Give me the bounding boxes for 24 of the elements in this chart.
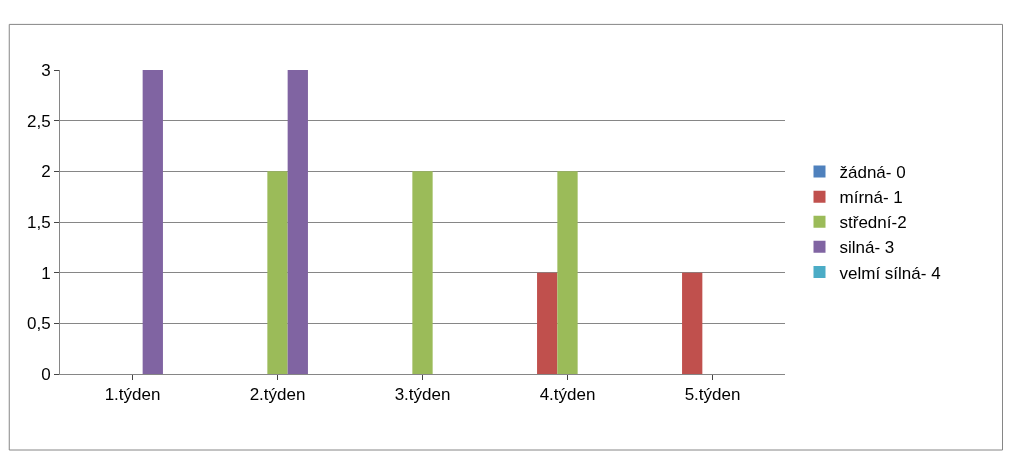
y-tick-label: 2,5 [26, 111, 51, 131]
y-tick-label: 0,5 [26, 314, 51, 334]
x-tick-label: 5.týden [684, 385, 741, 405]
legend-label: mírná- 1 [839, 188, 903, 208]
y-tick-label: 1,5 [26, 212, 51, 232]
bar [412, 171, 433, 374]
bar [287, 70, 308, 374]
legend-label: žádná- 0 [839, 163, 906, 183]
bar [557, 171, 578, 374]
x-tick-label: 3.týden [394, 385, 451, 405]
y-tick-label: 1 [41, 263, 51, 283]
bar [142, 70, 163, 374]
legend-label: velmí sílná- 4 [839, 263, 941, 283]
bar [682, 272, 703, 374]
y-tick-label: 0 [41, 364, 51, 384]
bar [537, 272, 558, 374]
legend-label: střední-2 [839, 213, 907, 233]
x-tick-label: 4.týden [539, 385, 596, 405]
legend-label: silná- 3 [839, 238, 895, 258]
x-tick-label: 2.týden [249, 385, 306, 405]
bar [267, 171, 288, 374]
y-tick-label: 2 [41, 162, 51, 182]
y-tick-label: 3 [41, 60, 51, 80]
x-tick-label: 1.týden [104, 385, 161, 405]
